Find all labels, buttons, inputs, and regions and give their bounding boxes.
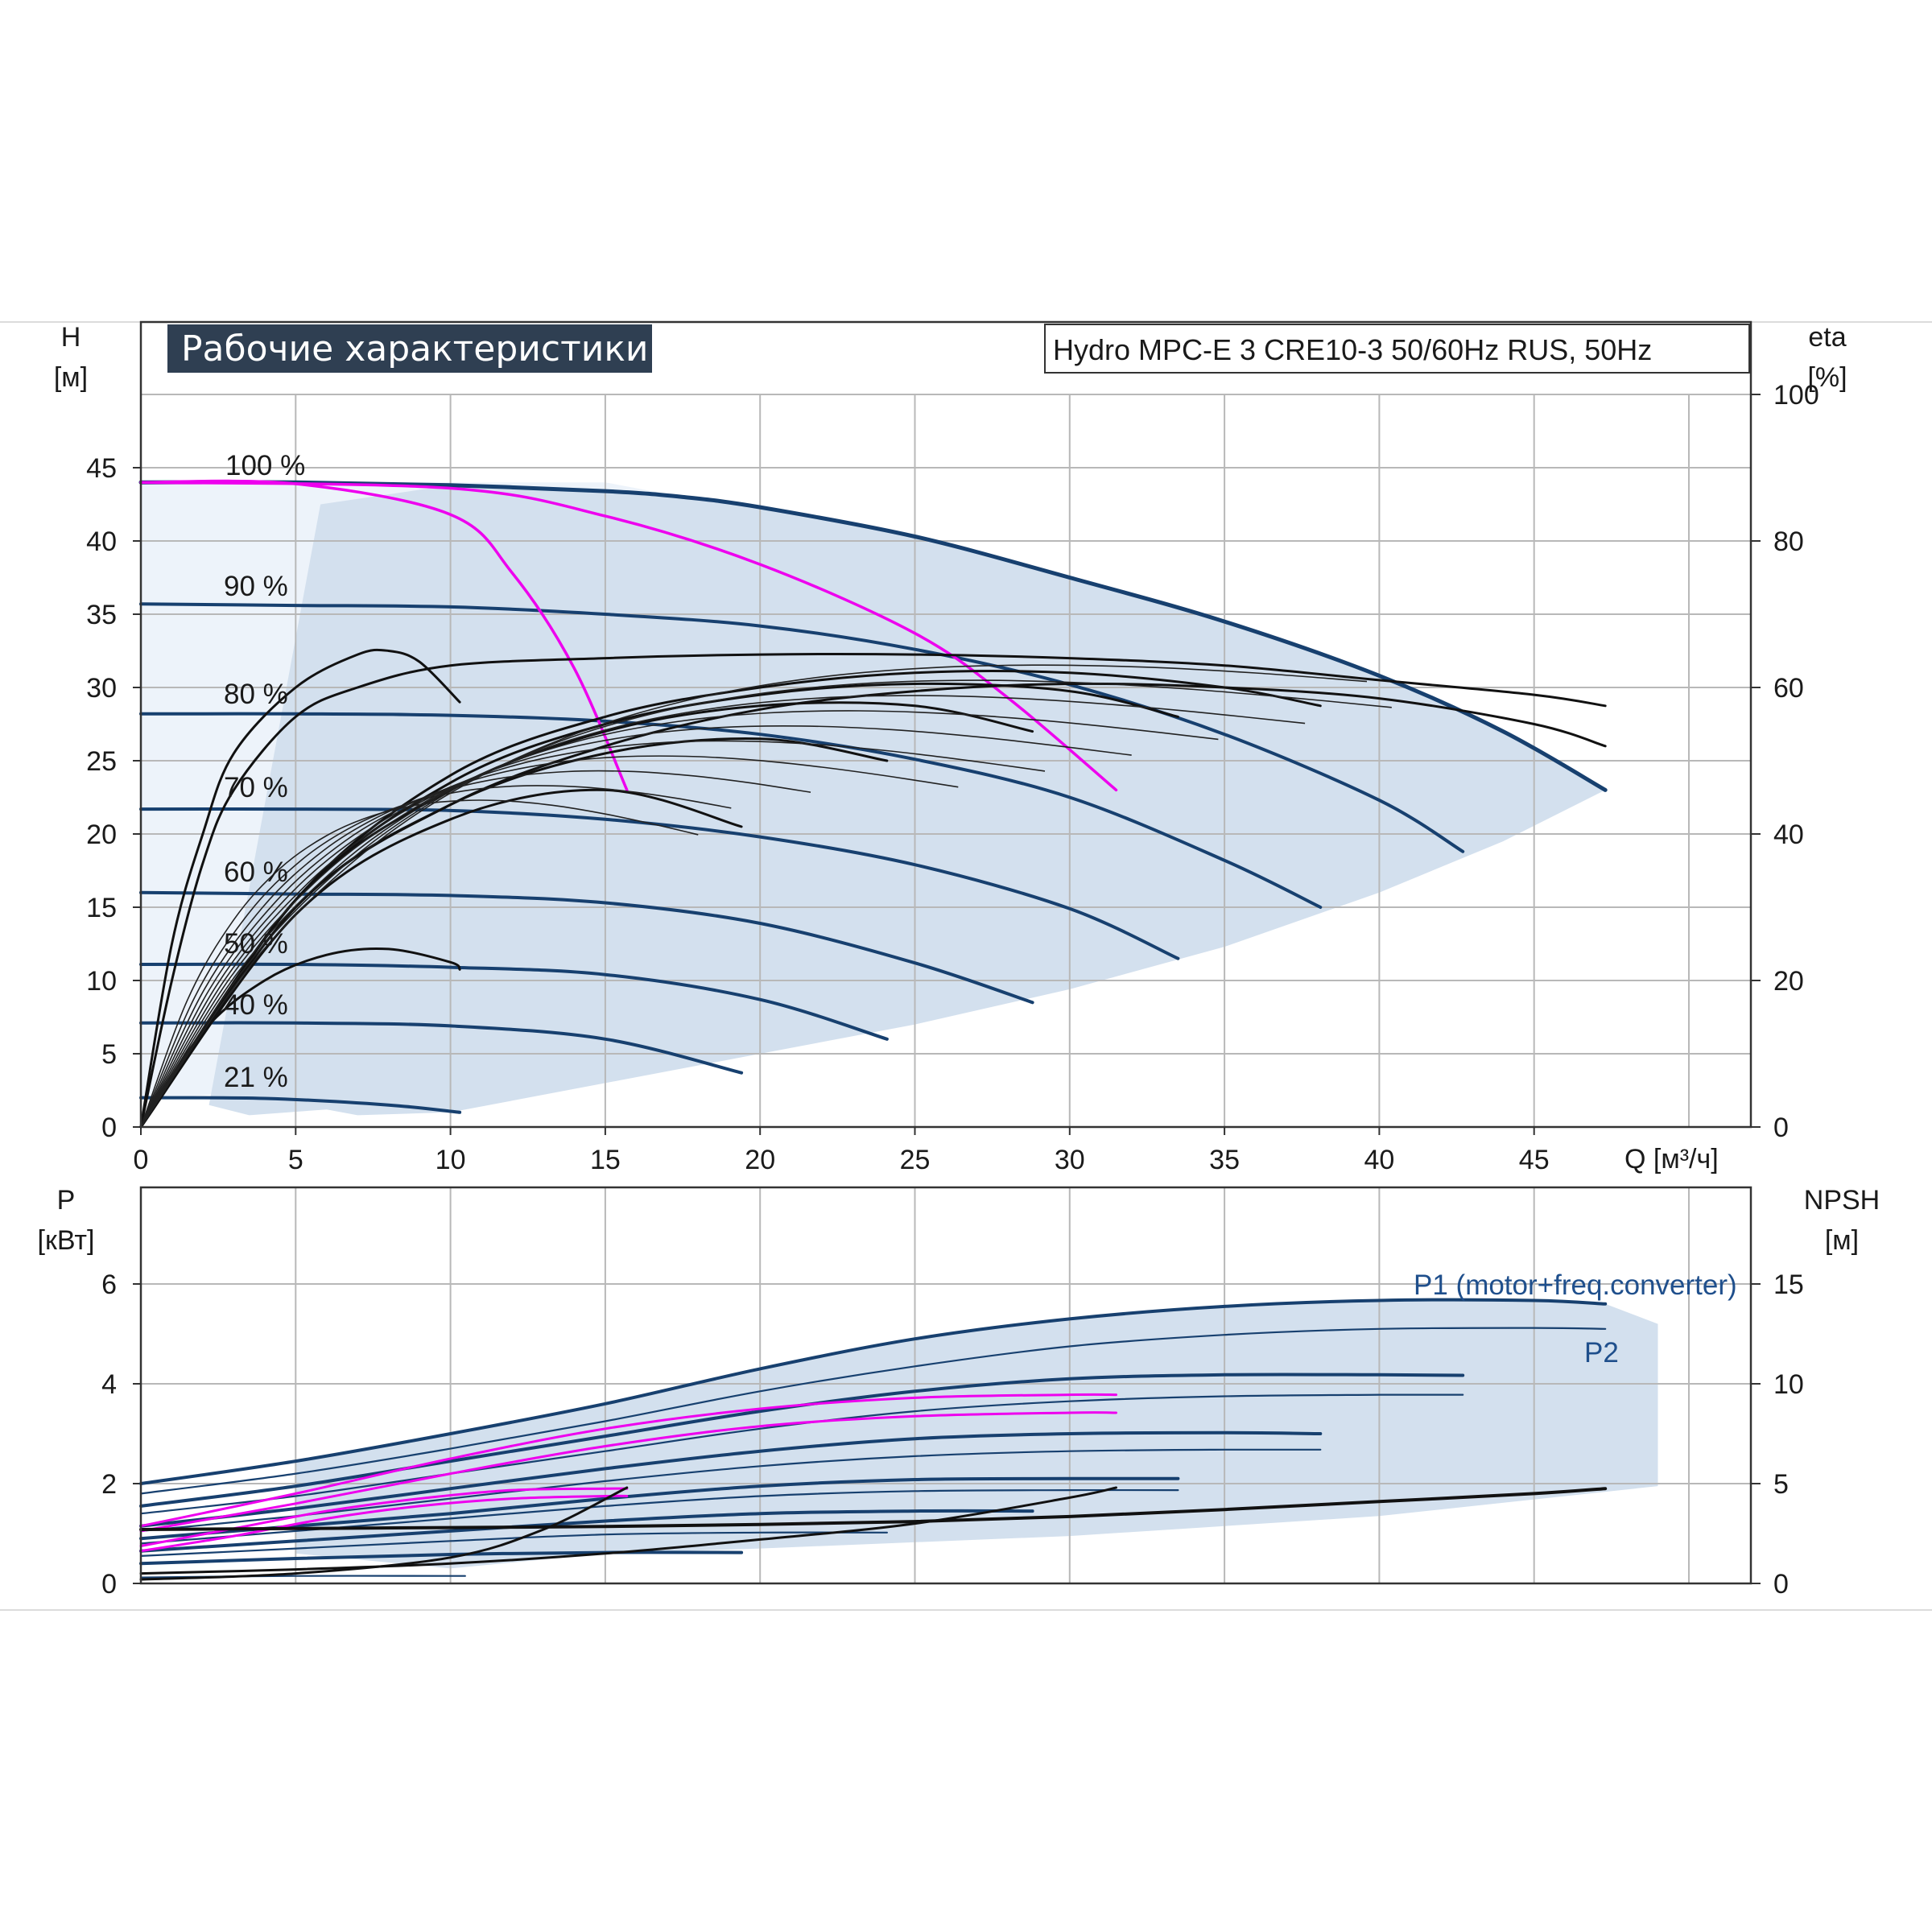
efficiency-curve — [139, 653, 1607, 1129]
pump-curve-21 — [139, 1096, 462, 1114]
npsh-tick-label: 15 — [1773, 1269, 1804, 1300]
npsh-axis-label: NPSH — [1804, 1185, 1880, 1216]
flow-axis-label: Q [м³/ч] — [1624, 1144, 1719, 1174]
x-tick-label: 0 — [134, 1145, 149, 1175]
power-tick-label: 2 — [101, 1469, 117, 1500]
power-plot-frame — [139, 1186, 1752, 1585]
system-power-curve — [139, 1411, 1117, 1533]
y-tick-label: 45 — [86, 453, 117, 484]
x-tick-label: 45 — [1519, 1145, 1550, 1175]
npsh-axis-unit: [м] — [1825, 1225, 1859, 1256]
efficiency-curve — [140, 755, 959, 1128]
chart-title: Рабочие характеристики — [181, 328, 649, 369]
speed-label-40: 40 % — [224, 989, 288, 1021]
efficiency-curve — [140, 679, 1392, 1128]
speed-label-50: 50 % — [224, 928, 288, 960]
power-tick-label: 0 — [101, 1569, 117, 1600]
efficiency-curve — [139, 648, 461, 1129]
head-axis-label: H — [61, 322, 81, 353]
npsh-tick-label: 5 — [1773, 1469, 1789, 1500]
eta-tick-label: 100 — [1773, 380, 1819, 411]
power-tick-label: 4 — [101, 1369, 117, 1400]
power-curve — [139, 1476, 1180, 1541]
npsh-curve — [139, 1487, 1608, 1531]
head-plot-frame — [139, 320, 1752, 1129]
pump-curve-70 — [139, 807, 1180, 960]
y-tick-label: 20 — [86, 819, 117, 850]
system-curve — [139, 481, 1118, 792]
y-tick-label: 35 — [86, 600, 117, 630]
efficiency-curve — [140, 664, 1368, 1128]
operating-region — [208, 485, 1606, 1116]
y-tick-label: 25 — [86, 746, 117, 777]
head-efficiency-plot: 0 5 10 15 20 25 30 35 40 45 0 5 10 15 20 25 30 35 40 45 0 20 4… — [86, 320, 1819, 1175]
efficiency-curve — [140, 695, 1306, 1128]
power-axis-label: P — [57, 1185, 76, 1216]
speed-label-80: 80 % — [224, 679, 288, 710]
y-tick-label: 10 — [86, 966, 117, 997]
npsh-curve — [139, 1486, 629, 1581]
y-tick-label: 30 — [86, 673, 117, 704]
x-tick-label: 40 — [1364, 1145, 1394, 1175]
x-tick-label: 30 — [1055, 1145, 1085, 1175]
p1-curve — [139, 1298, 1608, 1485]
x-tick-label: 20 — [745, 1145, 775, 1175]
y-tick-label: 5 — [101, 1039, 117, 1070]
y-tick-label: 15 — [86, 893, 117, 923]
efficiency-curve — [140, 724, 1132, 1128]
npsh-tick-label: 0 — [1773, 1569, 1789, 1600]
eta-tick-label: 80 — [1773, 526, 1804, 557]
pump-curve-100 — [138, 480, 1608, 792]
model-box — [1044, 324, 1750, 374]
efficiency-curve — [139, 788, 743, 1129]
system-curve — [139, 479, 629, 792]
power-curve — [139, 1550, 744, 1566]
pump-curve-80 — [139, 712, 1323, 909]
power-npsh-plot: 0 2 4 6 0 5 10 15 — [101, 1186, 1804, 1600]
title-box — [167, 324, 652, 373]
pump-curve-60 — [139, 890, 1034, 1005]
pump-curve-50 — [139, 962, 889, 1041]
speed-label-100: 100 % — [225, 450, 305, 481]
speed-label-90: 90 % — [224, 571, 288, 602]
npsh-curve — [139, 1486, 1117, 1575]
system-power-curve — [139, 1494, 629, 1553]
p2-curve — [139, 1327, 1607, 1495]
x-tick-label: 10 — [436, 1145, 466, 1175]
eta-tick-label: 0 — [1773, 1113, 1789, 1143]
power-curve — [139, 1509, 1034, 1553]
speed-label-70: 70 % — [224, 772, 288, 803]
x-tick-label: 25 — [900, 1145, 931, 1175]
pump-curve-40 — [139, 1021, 744, 1075]
system-power-curve — [139, 1393, 1117, 1528]
power-tick-label: 6 — [101, 1269, 117, 1300]
power-axis-unit: [кВт] — [38, 1225, 95, 1256]
p1-legend: P1 (motor+freq.converter) — [1414, 1269, 1737, 1301]
eta-axis-label: eta — [1808, 322, 1846, 353]
speed-label-60: 60 % — [224, 857, 288, 888]
power-curve — [139, 1448, 1322, 1532]
y-tick-label: 40 — [86, 526, 117, 557]
model-label: Hydro MPC-E 3 CRE10-3 50/60Hz RUS, 50Hz — [1053, 333, 1652, 366]
pump-curve-90 — [139, 602, 1465, 853]
x-tick-label: 15 — [590, 1145, 621, 1175]
eta-tick-label: 40 — [1773, 819, 1804, 850]
eta-tick-label: 60 — [1773, 673, 1804, 704]
speed-label-21: 21 % — [224, 1062, 288, 1093]
eta-tick-label: 20 — [1773, 966, 1804, 997]
power-curve — [139, 1430, 1323, 1528]
p2-legend: P2 — [1584, 1337, 1619, 1368]
x-tick-label: 35 — [1209, 1145, 1240, 1175]
eta-axis-unit: [%] — [1807, 362, 1847, 393]
head-axis-unit: [м] — [54, 362, 88, 393]
npsh-tick-label: 10 — [1773, 1369, 1804, 1400]
efficiency-curve — [140, 710, 1219, 1128]
efficiency-curve — [140, 740, 1046, 1128]
x-tick-label: 5 — [288, 1145, 303, 1175]
y-tick-label: 0 — [101, 1113, 117, 1143]
